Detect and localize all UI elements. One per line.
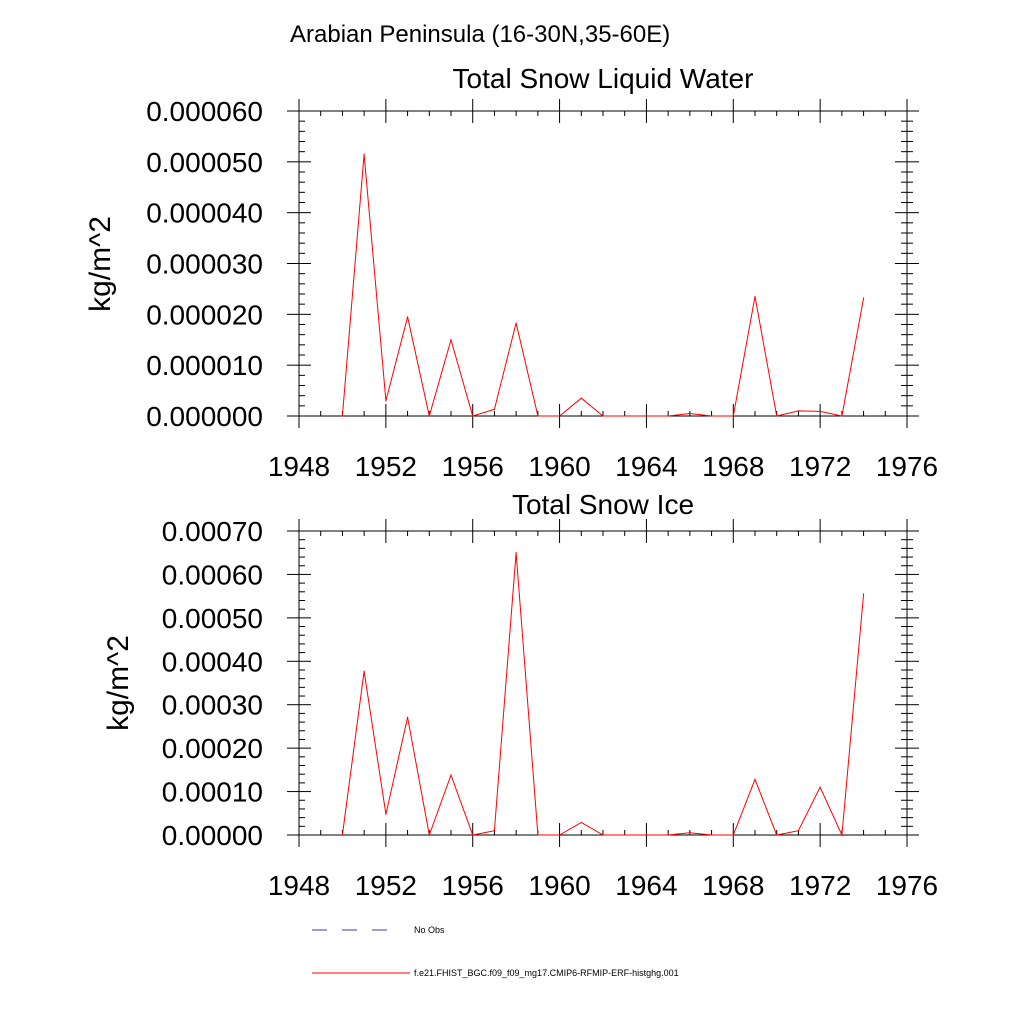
chart-total-snow-ice: Total Snow Ice kg/m^2 1948 1952 1956 1960 1964… — [102, 489, 938, 901]
data-point — [580, 397, 582, 399]
y-tick-label: 0.00010 — [162, 777, 263, 808]
data-point — [819, 410, 821, 413]
y-axis-label: kg/m^2 — [102, 635, 135, 731]
data-point — [624, 415, 626, 417]
data-point — [667, 415, 669, 417]
data-point — [558, 834, 561, 836]
data-point — [732, 415, 734, 417]
data-point — [558, 415, 561, 417]
data-point — [515, 552, 517, 554]
y-tick-label: 0.000040 — [146, 198, 263, 229]
data-point — [862, 297, 865, 299]
data-point — [450, 774, 452, 776]
series-line — [341, 154, 865, 417]
y-tick-label: 0.000020 — [146, 299, 263, 330]
data-point — [537, 415, 539, 417]
y-axis-label: kg/m^2 — [84, 216, 117, 312]
data-point — [602, 834, 604, 836]
data-point — [363, 153, 365, 155]
data-point — [732, 834, 734, 836]
legend-label-no-obs: No Obs — [414, 925, 445, 935]
data-point — [406, 716, 409, 718]
data-point — [624, 834, 626, 836]
chart-title: Total Snow Liquid Water — [453, 63, 754, 94]
data-point — [406, 316, 409, 318]
x-tick-label: 1968 — [702, 870, 764, 901]
data-point — [450, 339, 452, 341]
data-point — [710, 834, 713, 836]
data-point — [602, 415, 604, 417]
y-tick-label: 0.00040 — [162, 646, 263, 677]
data-point — [776, 415, 778, 417]
x-tick-label: 1948 — [268, 870, 330, 901]
x-tick-label: 1968 — [702, 451, 764, 482]
y-tick-label: 0.00070 — [162, 516, 263, 547]
data-point — [472, 834, 474, 836]
data-point — [776, 834, 778, 836]
data-point — [797, 410, 800, 412]
data-point — [428, 834, 430, 836]
data-point — [472, 415, 474, 417]
data-point — [537, 834, 539, 836]
data-point — [754, 778, 756, 781]
data-point — [341, 415, 344, 417]
data-point — [710, 415, 713, 417]
data-point — [385, 400, 387, 402]
y-tick-label: 0.000050 — [146, 147, 263, 178]
data-point — [754, 295, 756, 298]
x-tick-label: 1972 — [789, 451, 851, 482]
data-point — [841, 834, 843, 836]
data-point — [363, 670, 365, 672]
x-tick-label: 1972 — [789, 870, 851, 901]
x-tick-label: 1960 — [528, 870, 590, 901]
data-point — [819, 786, 821, 788]
data-point — [689, 832, 691, 834]
x-tick-label: 1952 — [355, 870, 417, 901]
data-point — [580, 821, 582, 824]
y-tick-label: 0.00000 — [162, 820, 263, 851]
x-tick-label: 1976 — [876, 451, 938, 482]
data-point — [797, 830, 800, 832]
y-tick-label: 0.000010 — [146, 350, 263, 381]
x-tick-label: 1956 — [442, 451, 504, 482]
data-point — [667, 834, 669, 836]
legend: No Obs f.e21.FHIST_BGC.f09_f09_mg17.CMIP… — [312, 925, 679, 978]
data-point — [493, 830, 496, 832]
x-tick-label: 1960 — [528, 451, 590, 482]
data-point — [493, 408, 496, 410]
legend-label-model: f.e21.FHIST_BGC.f09_f09_mg17.CMIP6-RFMIP… — [414, 968, 679, 978]
series-line — [341, 552, 865, 837]
data-point — [515, 322, 517, 324]
x-tick-label: 1956 — [442, 870, 504, 901]
data-point — [385, 813, 387, 815]
data-point — [428, 415, 430, 417]
y-tick-label: 0.000060 — [146, 96, 263, 127]
y-tick-label: 0.00030 — [162, 690, 263, 721]
data-point — [689, 412, 691, 415]
x-tick-label: 1976 — [876, 870, 938, 901]
figure-main-title: Arabian Peninsula (16-30N,35-60E) — [290, 21, 670, 48]
y-tick-label: 0.000030 — [146, 249, 263, 280]
data-point — [645, 834, 648, 836]
data-point — [841, 415, 843, 417]
x-tick-label: 1952 — [355, 451, 417, 482]
data-point — [645, 415, 648, 417]
y-tick-label: 0.00050 — [162, 603, 263, 634]
data-point — [341, 834, 344, 836]
plot-frame — [298, 530, 908, 836]
chart-title: Total Snow Ice — [512, 489, 694, 520]
plot-frame — [298, 110, 908, 417]
x-tick-label: 1964 — [615, 451, 677, 482]
x-tick-label: 1964 — [615, 870, 677, 901]
y-tick-label: 0.00020 — [162, 733, 263, 764]
y-tick-label: 0.000000 — [146, 401, 263, 432]
chart-total-snow-liquid-water: Total Snow Liquid Water kg/m^2 1948 1952 195… — [84, 63, 938, 482]
y-tick-label: 0.00060 — [162, 559, 263, 590]
data-point — [862, 593, 865, 595]
x-tick-label: 1948 — [268, 451, 330, 482]
